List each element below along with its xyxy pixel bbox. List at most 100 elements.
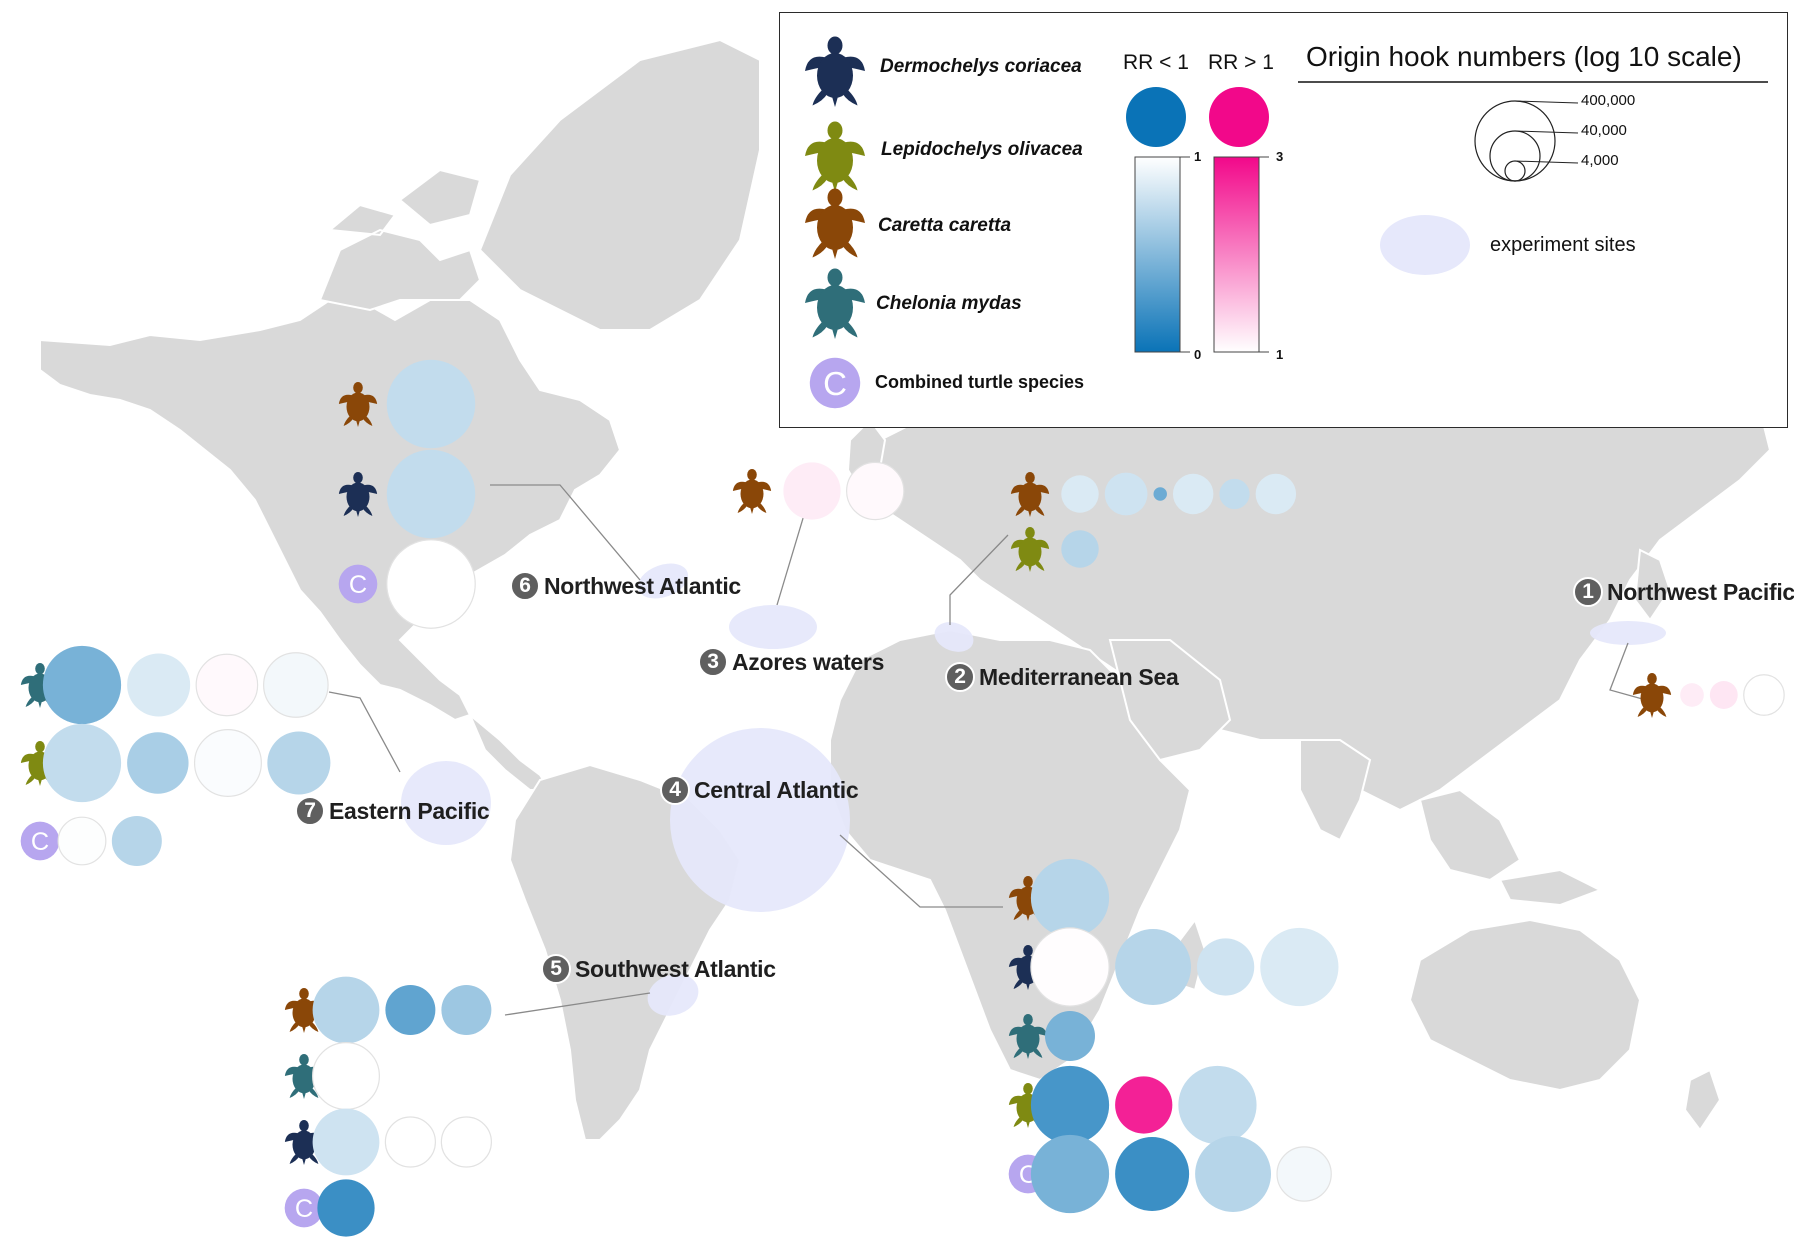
group-row (20, 645, 329, 725)
legend-site-label: experiment sites (1490, 234, 1636, 256)
leader-line (949, 534, 1009, 625)
legend-rr-high-swatch (1209, 87, 1269, 147)
site-group-5: C (284, 976, 492, 1237)
rr-circle (384, 1116, 436, 1168)
rr-circle (42, 645, 122, 725)
rr-circle (1030, 858, 1110, 938)
site-label-3: 3 Azores waters (698, 647, 884, 677)
site-name: Southwest Atlantic (575, 955, 776, 982)
experiment-site-2 (934, 622, 974, 652)
site-label-2: 2 Mediterranean Sea (945, 662, 1179, 692)
site-label-1: 1 Northwest Pacific (1573, 577, 1794, 607)
site-name: Northwest Atlantic (544, 572, 741, 599)
rr-circle (386, 539, 476, 629)
rr-circle (1709, 681, 1738, 709)
group-row (732, 461, 905, 521)
rr-circle (1197, 938, 1255, 996)
scale-high-bottom: 1 (1276, 347, 1284, 362)
rr-circle (1172, 473, 1214, 515)
experiment-site-3 (729, 605, 817, 649)
rr-circle (263, 652, 329, 718)
caretta-turtle-icon (1632, 672, 1672, 718)
rr-circle (1153, 487, 1167, 501)
rr-circle (1061, 475, 1099, 513)
rr-circle (1276, 1146, 1332, 1202)
leader-line (504, 992, 651, 1016)
rr-circle (193, 729, 262, 797)
size-value-large: 400,000 (1581, 92, 1636, 109)
rr-circle (57, 816, 107, 866)
caretta-turtle-icon (805, 188, 865, 259)
rr-circle (111, 816, 162, 866)
legend-graphics: C (805, 36, 1768, 409)
rr-circle (195, 653, 259, 717)
group-row (1010, 471, 1297, 517)
size-reference-circle (1489, 130, 1541, 182)
experiment-site-4 (670, 728, 850, 912)
site-group-2 (1010, 471, 1297, 572)
rr-circle (312, 1108, 380, 1176)
experiment-site-6 (637, 563, 689, 599)
group-row: C (1008, 1134, 1332, 1214)
site-group-7: C (20, 645, 331, 866)
dermochelys-turtle-icon (805, 36, 865, 107)
rr-circle (1219, 478, 1250, 510)
experiment-sites (401, 563, 1666, 1016)
group-row (1008, 1065, 1257, 1145)
group-row (1008, 1011, 1095, 1061)
leader-line (490, 484, 641, 581)
site-number-badge: 4 (660, 775, 690, 805)
group-row (20, 723, 331, 803)
rr-circle (1115, 1076, 1173, 1134)
site-number-badge: 7 (295, 796, 325, 826)
site-group-6: C (338, 359, 476, 629)
rr-circle (1178, 1065, 1257, 1145)
group-row: C (284, 1179, 375, 1237)
leader-line (839, 834, 1003, 908)
scale-low-top: 1 (1194, 149, 1202, 164)
rr-circle (1115, 1137, 1190, 1211)
group-row: C (338, 539, 476, 629)
leader-line (1609, 642, 1647, 701)
group-row (284, 1042, 380, 1110)
legend-rr-low-label: RR < 1 (1123, 51, 1189, 74)
rr-circle (1743, 674, 1785, 716)
rr-circle (1260, 927, 1339, 1007)
site-number-badge: 3 (698, 647, 728, 677)
land-arabia (1108, 639, 1232, 762)
group-row (338, 359, 476, 449)
site-name: Mediterranean Sea (979, 663, 1179, 690)
group-row (284, 1108, 492, 1176)
legend-label-dermochelys: Dermochelys coriacea (880, 56, 1082, 77)
rr-circle (1045, 1011, 1095, 1061)
combined-symbol: C (823, 365, 847, 402)
group-row (1008, 927, 1339, 1007)
site-number-badge: 5 (541, 954, 571, 984)
rr-circle (1680, 683, 1704, 707)
rr-circle (386, 449, 476, 539)
size-reference-leader (1514, 130, 1579, 134)
legend-label-combined: Combined turtle species (875, 372, 1085, 392)
rr-circle (1255, 473, 1297, 515)
land-canadian-arctic (318, 168, 482, 312)
experiment-site-1 (1590, 621, 1666, 645)
size-scale-title: Origin hook numbers (log 10 scale) (1306, 41, 1742, 72)
combined-species-icon: C (20, 821, 60, 861)
legend-rr-high-label: RR > 1 (1208, 51, 1274, 74)
rr-circle (385, 985, 436, 1035)
rr-circle (1030, 1065, 1110, 1145)
experiment-site-5 (647, 974, 699, 1016)
combined-species-icon: C (809, 357, 861, 409)
rr-circle (312, 1042, 380, 1110)
land-australia (1408, 918, 1642, 1092)
size-reference-leader (1514, 160, 1579, 164)
legend-label-lepidochelys: Lepidochelys olivacea (881, 139, 1083, 160)
lepidochelys-turtle-icon (805, 121, 865, 192)
rr-circle (317, 1179, 375, 1237)
group-row (338, 449, 476, 539)
rr-circle (312, 976, 380, 1044)
rr-circle (386, 359, 476, 449)
rr-circle (440, 1116, 492, 1168)
site-number-badge: 6 (510, 571, 540, 601)
rr-circle (42, 723, 122, 803)
